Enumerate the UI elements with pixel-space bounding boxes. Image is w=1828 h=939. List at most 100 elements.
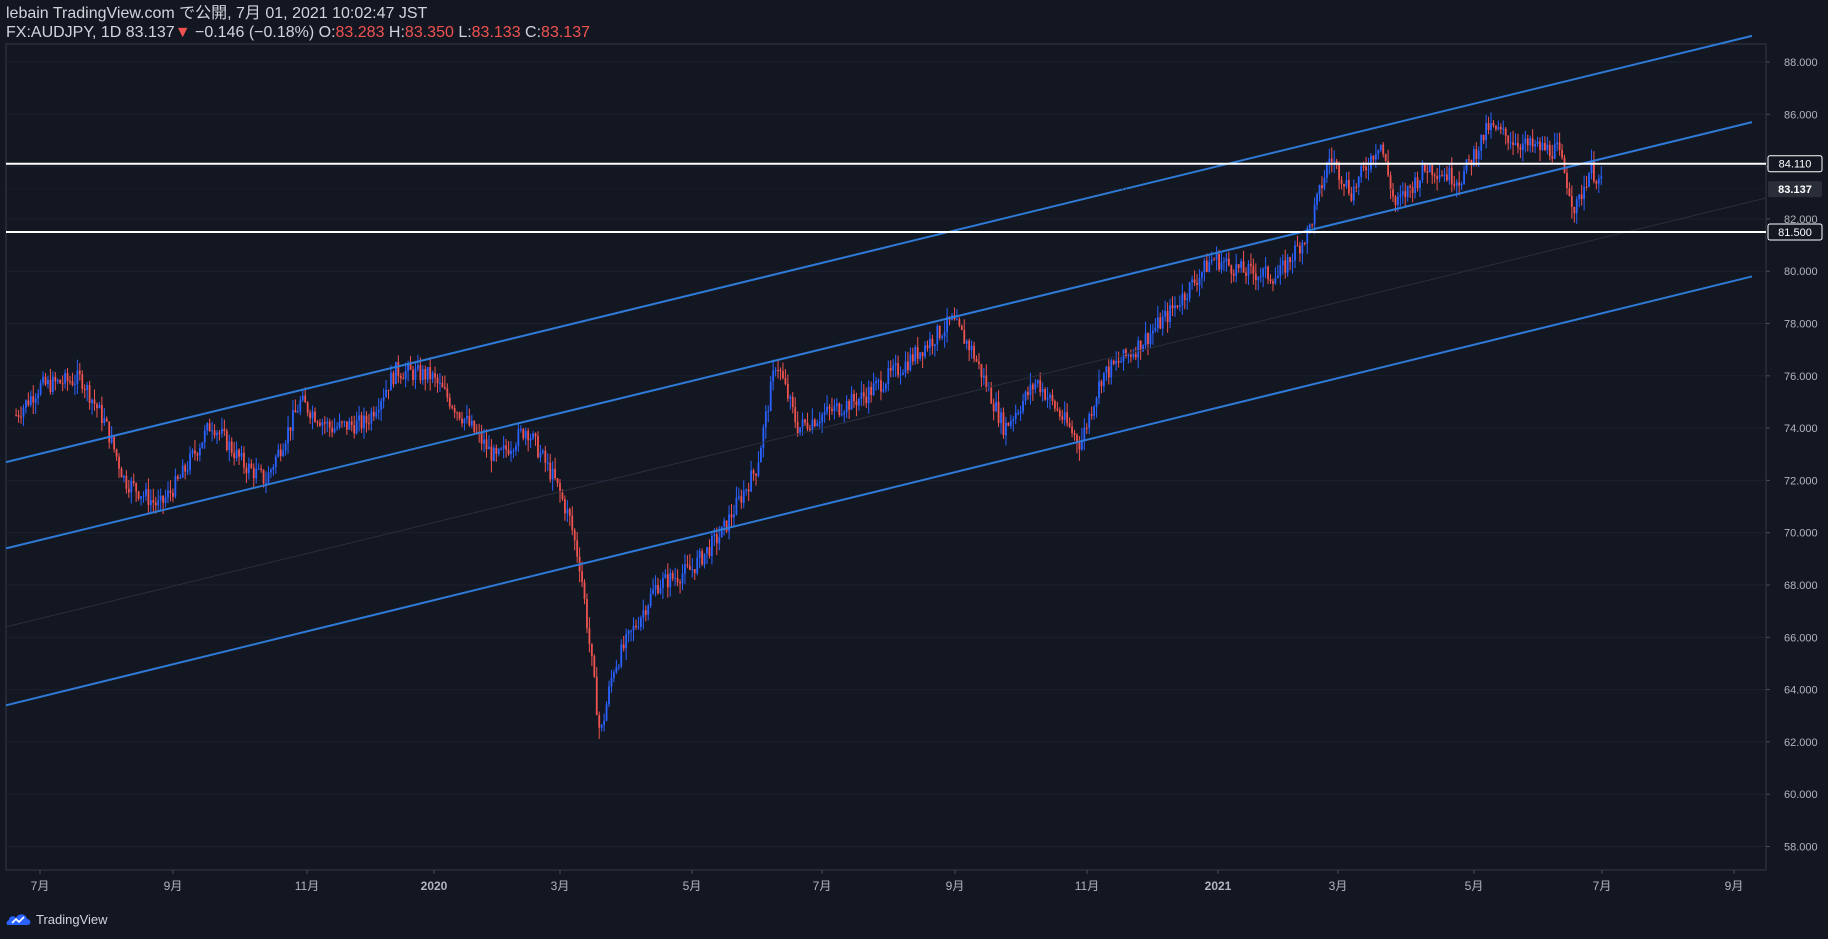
candle-body — [132, 480, 135, 484]
price-label-box — [1768, 181, 1822, 198]
candle-body — [409, 364, 412, 370]
candle-body — [924, 345, 926, 357]
candle-body — [1046, 397, 1049, 400]
candle-body — [735, 497, 738, 515]
candle-body — [644, 610, 647, 615]
candle-body — [88, 385, 91, 403]
channel-line[interactable] — [5, 121, 1753, 550]
candle-body — [782, 371, 784, 379]
candle-body — [1372, 155, 1375, 160]
candle-body — [693, 569, 696, 574]
candle-body — [583, 582, 586, 600]
candle-body — [191, 450, 194, 454]
candle-body — [429, 367, 432, 380]
candle-body — [632, 625, 635, 631]
y-tick-label: 80.000 — [1784, 266, 1818, 278]
candle-body — [135, 483, 138, 492]
candle-body — [213, 430, 216, 436]
candle-body — [1546, 144, 1549, 150]
candle-body — [1115, 360, 1118, 364]
candle-body — [1512, 142, 1514, 145]
candle-body — [448, 397, 451, 407]
candle-body — [1281, 260, 1284, 266]
candle-body — [446, 388, 449, 398]
candle-body — [921, 352, 924, 357]
price-axis[interactable]: 88.00086.00084.00082.00080.00078.00076.0… — [1766, 57, 1818, 854]
time-axis[interactable]: 7月 9月 11月 2020 3月 5月 7月 9月 11月 2021 3月 5月 7月 9月 — [31, 870, 1744, 893]
price-label-box — [1767, 223, 1823, 241]
candle-body — [929, 338, 931, 349]
candle-body — [777, 370, 779, 372]
candle-body — [181, 465, 184, 478]
candle-body — [845, 401, 848, 413]
candle-body — [44, 376, 47, 385]
grid-layer — [6, 61, 1766, 847]
y-tick-label: 70.000 — [1784, 528, 1818, 540]
candle-body — [262, 469, 265, 484]
candle-body — [1110, 360, 1113, 378]
candle-body — [990, 387, 993, 404]
x-tick-label: 11月 — [295, 879, 319, 893]
channel-line[interactable] — [5, 275, 1753, 707]
y-tick-label: 76.000 — [1784, 371, 1818, 383]
candle-body — [439, 382, 441, 384]
candle-body — [617, 666, 620, 668]
candle-body — [1448, 167, 1451, 181]
candle-body — [66, 373, 69, 382]
candle-body — [1272, 281, 1274, 284]
candle-body — [1458, 182, 1461, 186]
x-tick-label: 5月 — [1465, 879, 1484, 893]
candle-body — [884, 384, 887, 390]
candle-body — [387, 389, 390, 391]
candle-body — [848, 401, 851, 410]
candle-body — [1553, 144, 1556, 159]
candle-body — [1472, 149, 1475, 166]
x-tick-label: 7月 — [1593, 879, 1612, 893]
candle-body — [1563, 157, 1566, 173]
open-value: 83.283 — [335, 24, 385, 41]
candle-body — [907, 361, 909, 371]
candle-body — [657, 584, 659, 594]
candle-body — [1232, 273, 1235, 276]
candle-body — [747, 489, 750, 492]
candle-body — [25, 400, 27, 408]
candle-body — [301, 395, 304, 401]
candle-body — [1019, 411, 1022, 414]
candle-body — [130, 480, 133, 493]
candle-body — [198, 448, 201, 456]
candle-body — [1105, 366, 1108, 373]
candle-body — [162, 495, 165, 503]
candle-body — [98, 404, 101, 409]
candle-body — [436, 377, 439, 384]
candle-body — [958, 319, 961, 326]
candle-body — [336, 427, 338, 429]
candle-body — [897, 363, 900, 376]
candle-body — [551, 468, 554, 480]
candle-body — [933, 344, 936, 347]
candle-body — [706, 547, 708, 554]
candle-body — [1156, 317, 1159, 328]
candle-body — [194, 450, 196, 454]
candle-body — [1242, 261, 1245, 273]
candle-body — [1036, 380, 1039, 384]
candle-body — [1098, 381, 1100, 398]
y-tick-label: 68.000 — [1784, 580, 1818, 592]
candle-body — [889, 368, 892, 371]
candle-body — [17, 415, 20, 417]
candle-body — [221, 429, 223, 434]
candle-body — [911, 354, 914, 362]
candle-body — [860, 392, 863, 399]
price-label: 83.137 — [1778, 184, 1812, 196]
candle-body — [1570, 196, 1573, 207]
candle-body — [1580, 194, 1583, 200]
candle-body — [37, 394, 40, 399]
candle-body — [840, 414, 843, 416]
candle-body — [105, 418, 108, 422]
candle-body — [1257, 277, 1260, 280]
candle-body — [1428, 165, 1431, 173]
candle-body — [549, 462, 552, 480]
candle-body — [627, 630, 630, 635]
candle-body — [1208, 261, 1211, 272]
channel-line[interactable] — [5, 34, 1753, 464]
